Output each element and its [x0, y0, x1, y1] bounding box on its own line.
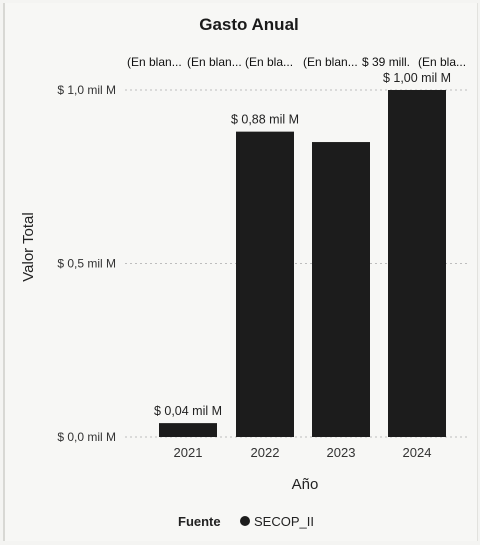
x-axis-ticks: 2021 2022 2023 2024	[174, 445, 432, 460]
data-label: $ 0,04 mil M	[154, 404, 222, 418]
y-tick-label: $ 1,0 mil M	[57, 83, 116, 97]
bars	[159, 90, 446, 438]
bar-2022	[236, 131, 294, 437]
data-label: $ 1,00 mil M	[383, 71, 451, 85]
top-label: (En bla...	[418, 55, 466, 69]
top-label: (En blan...	[303, 55, 358, 69]
bar-2024	[388, 90, 446, 437]
x-tick-label: 2022	[251, 445, 280, 460]
chart-title: Gasto Anual	[199, 15, 299, 34]
x-tick-label: 2024	[403, 445, 432, 460]
legend-item-secop-ii: SECOP_II	[254, 514, 314, 529]
legend-title: Fuente	[178, 514, 221, 529]
y-axis-ticks: $ 0,0 mil M $ 0,5 mil M $ 1,0 mil M	[57, 83, 116, 444]
data-labels: $ 0,04 mil M $ 0,88 mil M $ 1,00 mil M	[154, 71, 451, 418]
x-axis-title: Año	[292, 476, 319, 493]
y-axis-title: Valor Total	[20, 212, 37, 282]
top-label: $ 39 mill.	[362, 55, 410, 69]
data-label: $ 0,88 mil M	[231, 113, 299, 127]
x-tick-label: 2021	[174, 445, 203, 460]
bar-2023	[312, 142, 370, 438]
top-labels-row: (En blan... (En blan... (En bla... (En blan…	[127, 55, 466, 69]
top-label: (En bla...	[245, 55, 293, 69]
top-label: (En blan...	[187, 55, 242, 69]
y-tick-label: $ 0,0 mil M	[57, 430, 116, 444]
bar-2021	[159, 423, 217, 437]
top-label: (En blan...	[127, 55, 182, 69]
legend: Fuente SECOP_II	[178, 514, 314, 529]
y-tick-label: $ 0,5 mil M	[57, 257, 116, 271]
legend-marker-icon	[240, 516, 250, 526]
x-tick-label: 2023	[327, 445, 356, 460]
